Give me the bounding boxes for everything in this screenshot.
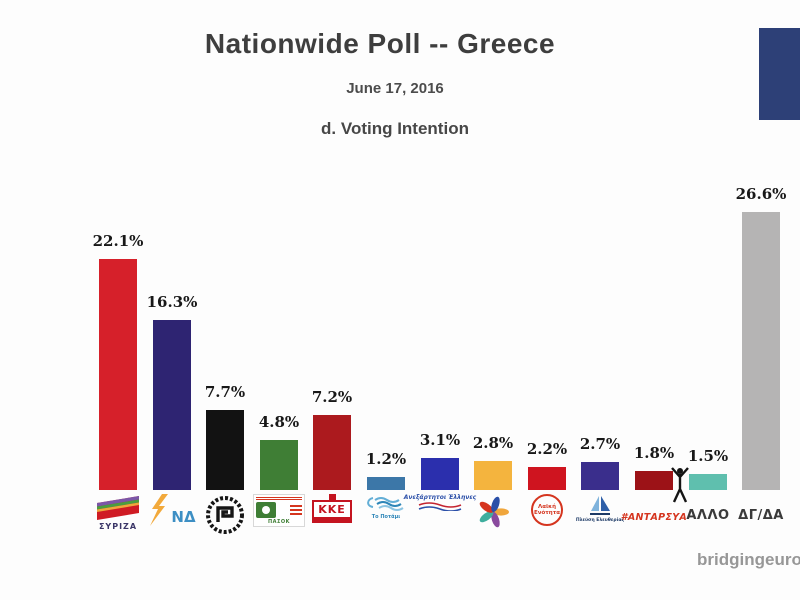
- nd-logo-text: ΝΔ: [171, 508, 196, 526]
- enosi-kentroon-pinwheel-icon: [479, 496, 509, 528]
- bar-antarsya: [635, 471, 673, 490]
- bar-kke: [313, 415, 351, 490]
- plefsi-logo-text: Πλεύση Ελευθερίας: [575, 518, 625, 523]
- enosi-kentroon-logo: [461, 494, 525, 530]
- pasok-logo-text: ΠΑΣΟΚ: [267, 519, 291, 525]
- value-label-to-potami: 1.2%: [365, 450, 407, 468]
- bridging-europe-logo: [759, 28, 800, 120]
- antarsya-figure-icon: [671, 467, 689, 503]
- golden-dawn-meander-wreath-icon: [206, 496, 244, 534]
- syriza-flag-icon: [97, 496, 139, 520]
- antarsya-logo-text: #ΑΝΤΑΡΣΥΑ: [620, 512, 688, 523]
- value-label-xrysh-avgh: 7.7%: [204, 383, 246, 401]
- page-title: Nationwide Poll -- Greece: [204, 28, 556, 59]
- bar-xrysh-avgh: [206, 410, 244, 490]
- plefsi-eleftherias-logo: Πλεύση Ελευθερίας: [568, 494, 632, 523]
- category-label-dont-know-no-answer: ΔΓ/ΔΑ: [738, 508, 784, 523]
- bar-pasok: [260, 440, 298, 490]
- xrysh-avgh-logo: [193, 494, 257, 536]
- bar-dg-da: [742, 212, 780, 490]
- kke-logo-text: ΚΚΕ: [312, 500, 352, 523]
- laiki-enotita-logo-text: Λαϊκή Ενότητα: [534, 503, 560, 516]
- bar-plefsi-eleftherias: [581, 462, 619, 490]
- dg-da-logo: ΔΓ/ΔΑ: [729, 494, 793, 523]
- bar-allo: [689, 474, 727, 490]
- value-label-syriza: 22.1%: [92, 232, 144, 250]
- nd-torch-icon: [150, 494, 169, 526]
- value-label-enosi-kentroon: 2.8%: [472, 434, 514, 452]
- value-label-anel: 3.1%: [419, 431, 461, 449]
- kke-logo: ΚΚΕ: [300, 494, 364, 523]
- antarsya-logo: #ΑΝΤΑΡΣΥΑ: [620, 467, 689, 534]
- plefsi-sailboat-icon: [590, 496, 610, 515]
- pasok-sun-icon: [256, 502, 276, 518]
- to-potami-logo: Το Ποτάμι: [354, 494, 418, 520]
- bar-to-potami: [367, 477, 405, 490]
- value-label-antarsya: 1.8%: [633, 444, 675, 462]
- laiki-enotita-logo: Λαϊκή Ενότητα: [515, 494, 579, 526]
- category-label-other: ΑΛΛΟ: [686, 508, 730, 523]
- value-label-laiki-enotita: 2.2%: [526, 440, 568, 458]
- laiki-enotita-ring-icon: Λαϊκή Ενότητα: [531, 494, 563, 526]
- syriza-logo-text: ΣΥΡΙΖΑ: [98, 522, 138, 531]
- dimar-flag-icon: [290, 505, 302, 515]
- watermark-text: bridgingeuro: [697, 550, 800, 569]
- anel-logo-text: Ανεξάρτητοι Έλληνες: [403, 494, 477, 501]
- anel-wave-icon: [418, 502, 462, 511]
- bar-anel: [421, 458, 459, 490]
- pasok-logo: ΠΑΣΟΚ: [247, 494, 311, 527]
- bar-laiki-enotita: [528, 467, 566, 490]
- poll-date: June 17, 2016: [346, 80, 444, 97]
- democratic-alignment-card: ΠΑΣΟΚ: [253, 494, 305, 527]
- value-label-plefsi-eleftherias: 2.7%: [579, 435, 621, 453]
- potami-logo-text: Το Ποτάμι: [371, 514, 401, 520]
- value-label-nea-dimokratia: 16.3%: [146, 293, 198, 311]
- syriza-logo: ΣΥΡΙΖΑ: [86, 494, 150, 531]
- value-label-kke: 7.2%: [311, 388, 353, 406]
- potami-river-waves-icon: [367, 497, 404, 511]
- section-title: d. Voting Intention: [321, 119, 469, 138]
- nea-dimokratia-logo: ΝΔ: [140, 494, 204, 526]
- anel-logo: Ανεξάρτητοι Έλληνες: [404, 494, 476, 511]
- value-label-allo: 1.5%: [687, 447, 729, 465]
- allo-logo: ΑΛΛΟ: [676, 494, 740, 523]
- bar-syriza: [99, 259, 137, 490]
- bar-nea-dimokratia: [153, 320, 191, 490]
- kke-flag-icon: [328, 494, 336, 500]
- value-label-pasok: 4.8%: [258, 413, 300, 431]
- value-label-dg-da: 26.6%: [735, 185, 787, 203]
- bar-enosi-kentroon: [474, 461, 512, 490]
